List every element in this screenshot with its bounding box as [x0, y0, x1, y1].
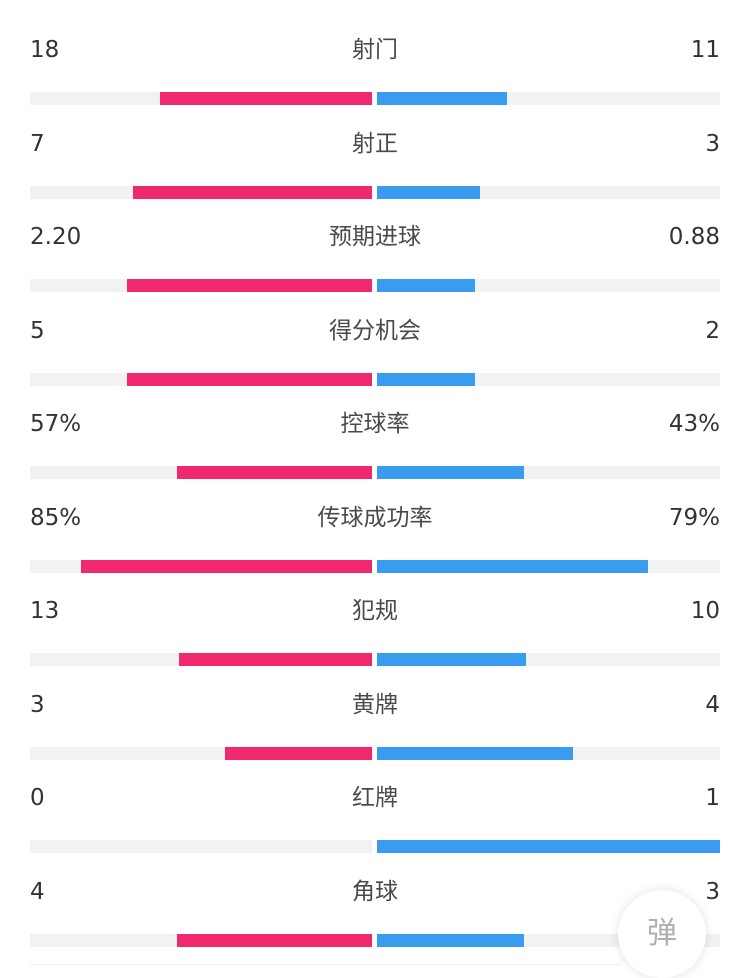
away-bar-track	[377, 466, 720, 479]
away-value: 43%	[668, 411, 720, 437]
stat-label: 得分机会	[329, 317, 421, 344]
home-bar	[81, 559, 372, 573]
home-bar-track	[30, 92, 372, 105]
away-bar-track	[377, 559, 720, 573]
home-value: 5	[30, 317, 45, 344]
stat-row: 0 红牌 1	[0, 762, 750, 854]
stat-label: 控球率	[340, 411, 410, 437]
stat-label: 传球成功率	[317, 504, 433, 531]
stat-label: 射正	[352, 130, 398, 157]
away-bar-track	[377, 653, 720, 666]
home-value: 3	[30, 691, 45, 718]
stat-label: 犯规	[352, 598, 398, 624]
home-bar-track	[30, 466, 372, 479]
away-bar	[377, 92, 507, 105]
stat-label: 射门	[352, 37, 398, 63]
away-bar	[377, 933, 524, 947]
away-bar	[377, 279, 475, 292]
away-value: 2	[705, 317, 720, 344]
stat-row: 85% 传球成功率 79%	[0, 482, 750, 574]
away-bar-track	[377, 279, 720, 292]
away-bar	[377, 840, 720, 853]
danmu-button-label: 弹	[647, 916, 677, 951]
home-value: 85%	[30, 504, 82, 531]
home-value: 18	[30, 37, 60, 63]
away-bar	[377, 185, 480, 199]
home-bar-track	[30, 933, 372, 947]
away-bar-track	[377, 746, 720, 760]
away-value: 3	[705, 130, 720, 157]
home-value: 0	[30, 785, 45, 811]
away-bar	[377, 372, 475, 386]
home-bar	[127, 279, 372, 292]
home-bar-track	[30, 185, 372, 199]
danmu-button[interactable]: 弹	[618, 890, 706, 978]
home-bar	[177, 466, 372, 479]
stat-row: 3 黄牌 4	[0, 669, 750, 761]
stat-label: 角球	[352, 878, 398, 905]
home-bar	[127, 372, 372, 386]
stat-label: 红牌	[352, 785, 398, 811]
home-bar-track	[30, 840, 372, 853]
away-bar-track	[377, 840, 720, 853]
away-bar	[377, 746, 573, 760]
home-bar	[177, 933, 372, 947]
away-value: 0.88	[668, 224, 720, 250]
away-value: 79%	[668, 504, 720, 531]
stat-label: 黄牌	[352, 691, 398, 718]
stat-label: 预期进球	[329, 224, 421, 250]
home-value: 7	[30, 130, 45, 157]
away-bar-track	[377, 372, 720, 386]
home-value: 4	[30, 878, 45, 905]
away-value: 11	[690, 37, 720, 63]
home-value: 13	[30, 598, 60, 624]
away-bar-track	[377, 92, 720, 105]
home-value: 2.20	[30, 224, 82, 250]
away-value: 10	[690, 598, 720, 624]
stat-row: 5 得分机会 2	[0, 295, 750, 387]
away-bar-track	[377, 185, 720, 199]
home-bar	[225, 746, 372, 760]
away-bar	[377, 653, 526, 666]
home-bar	[179, 653, 372, 666]
home-bar-track	[30, 279, 372, 292]
home-bar-track	[30, 653, 372, 666]
away-value: 4	[705, 691, 720, 718]
away-bar	[377, 466, 524, 479]
stat-row: 2.20 预期进球 0.88	[0, 201, 750, 293]
stat-row: 18 射门 11	[0, 14, 750, 106]
stat-row: 13 犯规 10	[0, 575, 750, 667]
stat-row: 7 射正 3	[0, 108, 750, 200]
home-value: 57%	[30, 411, 82, 437]
away-value: 3	[705, 878, 720, 905]
away-value: 1	[705, 785, 720, 811]
home-bar	[133, 185, 372, 199]
away-bar	[377, 559, 648, 573]
home-bar	[160, 92, 372, 105]
home-bar-track	[30, 372, 372, 386]
home-bar-track	[30, 559, 372, 573]
home-bar-track	[30, 746, 372, 760]
stat-row: 57% 控球率 43%	[0, 388, 750, 480]
divider	[30, 964, 620, 965]
